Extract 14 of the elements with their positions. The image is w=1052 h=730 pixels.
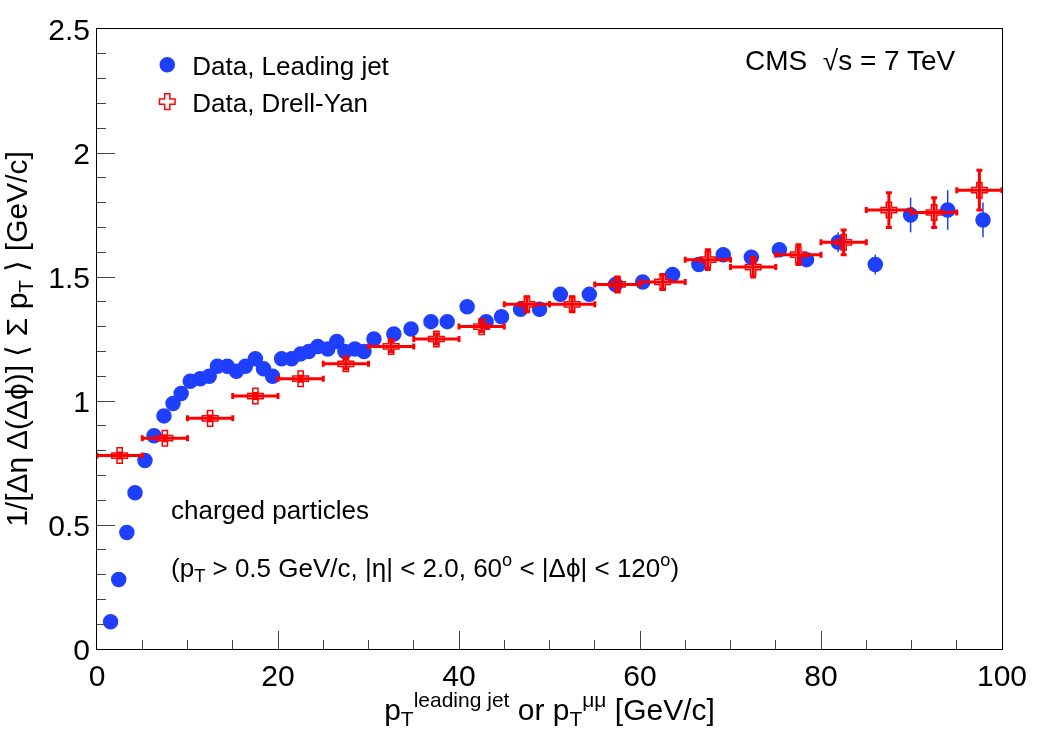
- annotation: (p$_{T}$ > 0.5 GeV/c, |η| < 2.0, 60$^{o}$ < |Δϕ| < 120$^{o}$): [171, 550, 680, 587]
- legend-label: Data, Leading jet: [192, 50, 390, 81]
- y-tick-label: 2: [73, 136, 90, 170]
- y-tick-label: 1: [73, 384, 90, 418]
- x-tick-label: 80: [804, 659, 838, 692]
- annotation: CMS √s = 7 TeV: [745, 45, 956, 76]
- legend-label: Data, Drell-Yan: [192, 87, 369, 118]
- x-tick-label: 20: [261, 659, 295, 692]
- y-tick-label: 0: [73, 632, 90, 666]
- y-tick-label: 2.5: [48, 12, 90, 46]
- y-tick-label: 1.5: [48, 260, 90, 294]
- y-tick-label: 0.5: [48, 508, 90, 542]
- x-tick-label: 100: [976, 659, 1028, 692]
- annotation: charged particles: [171, 495, 369, 525]
